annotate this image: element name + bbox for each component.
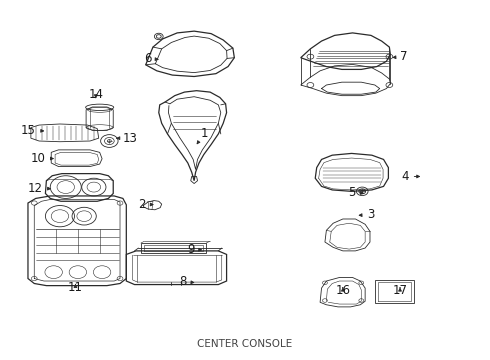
- Text: 1: 1: [197, 127, 208, 144]
- Text: 17: 17: [392, 284, 408, 297]
- Text: 7: 7: [393, 50, 408, 63]
- Text: 3: 3: [359, 208, 374, 221]
- Text: 6: 6: [145, 52, 158, 65]
- Text: 5: 5: [348, 186, 363, 199]
- Text: 10: 10: [30, 152, 53, 165]
- Text: 14: 14: [88, 88, 103, 101]
- Text: 16: 16: [335, 284, 350, 297]
- Text: 4: 4: [401, 170, 419, 183]
- Text: 2: 2: [138, 198, 153, 211]
- Text: 8: 8: [179, 275, 194, 288]
- Text: 15: 15: [21, 124, 44, 137]
- Text: 12: 12: [27, 182, 50, 195]
- Text: 9: 9: [187, 243, 201, 256]
- Text: 11: 11: [68, 281, 83, 294]
- Text: 13: 13: [117, 132, 138, 145]
- Text: CENTER CONSOLE: CENTER CONSOLE: [197, 339, 293, 350]
